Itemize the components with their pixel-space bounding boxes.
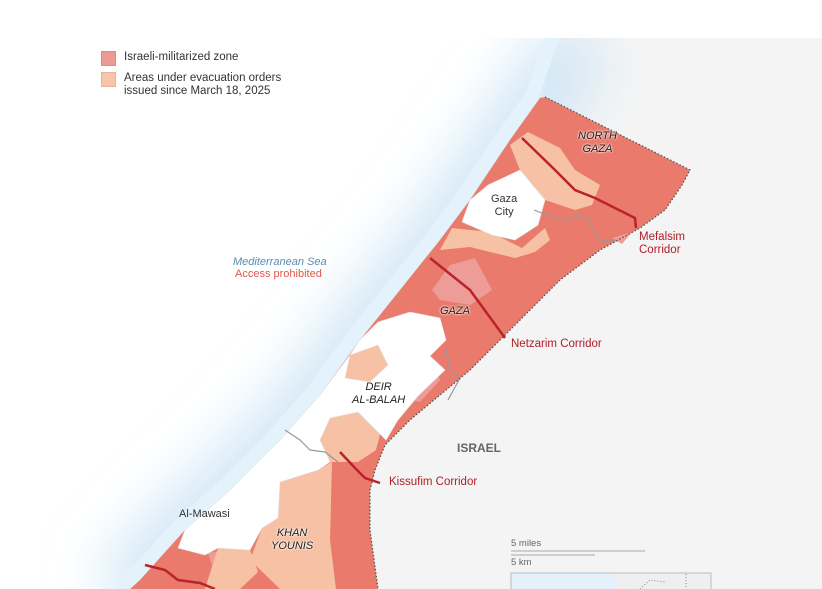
legend-label: Israeli-militarized zone (124, 51, 239, 63)
corridor-lines (144, 137, 638, 589)
legend: Israeli-militarized zone Areas under eva… (101, 51, 281, 104)
deir-al-balah-label: DEIR AL-BALAH (352, 381, 406, 406)
sea-label: Mediterranean Sea (233, 256, 327, 268)
legend-item-evacuation: Areas under evacuation orders issued sinc… (101, 72, 281, 98)
southern-corridor-line (144, 563, 216, 589)
scale-miles-label: 5 miles (511, 538, 542, 549)
israel-land (370, 38, 822, 589)
legend-label: Areas under evacuation orders issued sinc… (124, 72, 282, 97)
netzarim-corridor-line (429, 257, 507, 339)
inset-map (510, 572, 712, 589)
sea-access-note: Access prohibited (235, 268, 322, 280)
kissufim-corridor-label: Kissufim Corridor (389, 476, 478, 488)
israel-label: ISRAEL (457, 441, 502, 455)
scale-km-label: 5 km (511, 557, 532, 568)
khan-younis-label: KHAN YOUNIS (271, 527, 314, 552)
netzarim-corridor-label: Netzarim Corridor (511, 338, 602, 350)
border-line (369, 96, 691, 589)
legend-swatch (101, 51, 116, 66)
governorate-boundary (533, 209, 615, 241)
governorate-boundary (444, 344, 461, 401)
legend-item-militarized: Israeli-militarized zone (101, 51, 281, 66)
gaza-label: GAZA (440, 305, 470, 317)
gaza-city-label: Gaza City (491, 193, 518, 218)
mefalsim-corridor-label: Mefalsim Corridor (639, 231, 686, 256)
legend-swatch (101, 72, 116, 87)
governorate-boundary (284, 429, 339, 463)
coast-glow (114, 35, 559, 589)
north-gaza-label: NORTH GAZA (578, 130, 617, 155)
western-area (177, 311, 447, 556)
al-mawasi-label: Al-Mawasi (179, 508, 230, 520)
militarized-zone-light (432, 258, 492, 305)
gaza-city-area (461, 169, 546, 241)
kissufim-corridor-line (339, 451, 381, 485)
mefalsim-corridor-line (521, 137, 638, 229)
